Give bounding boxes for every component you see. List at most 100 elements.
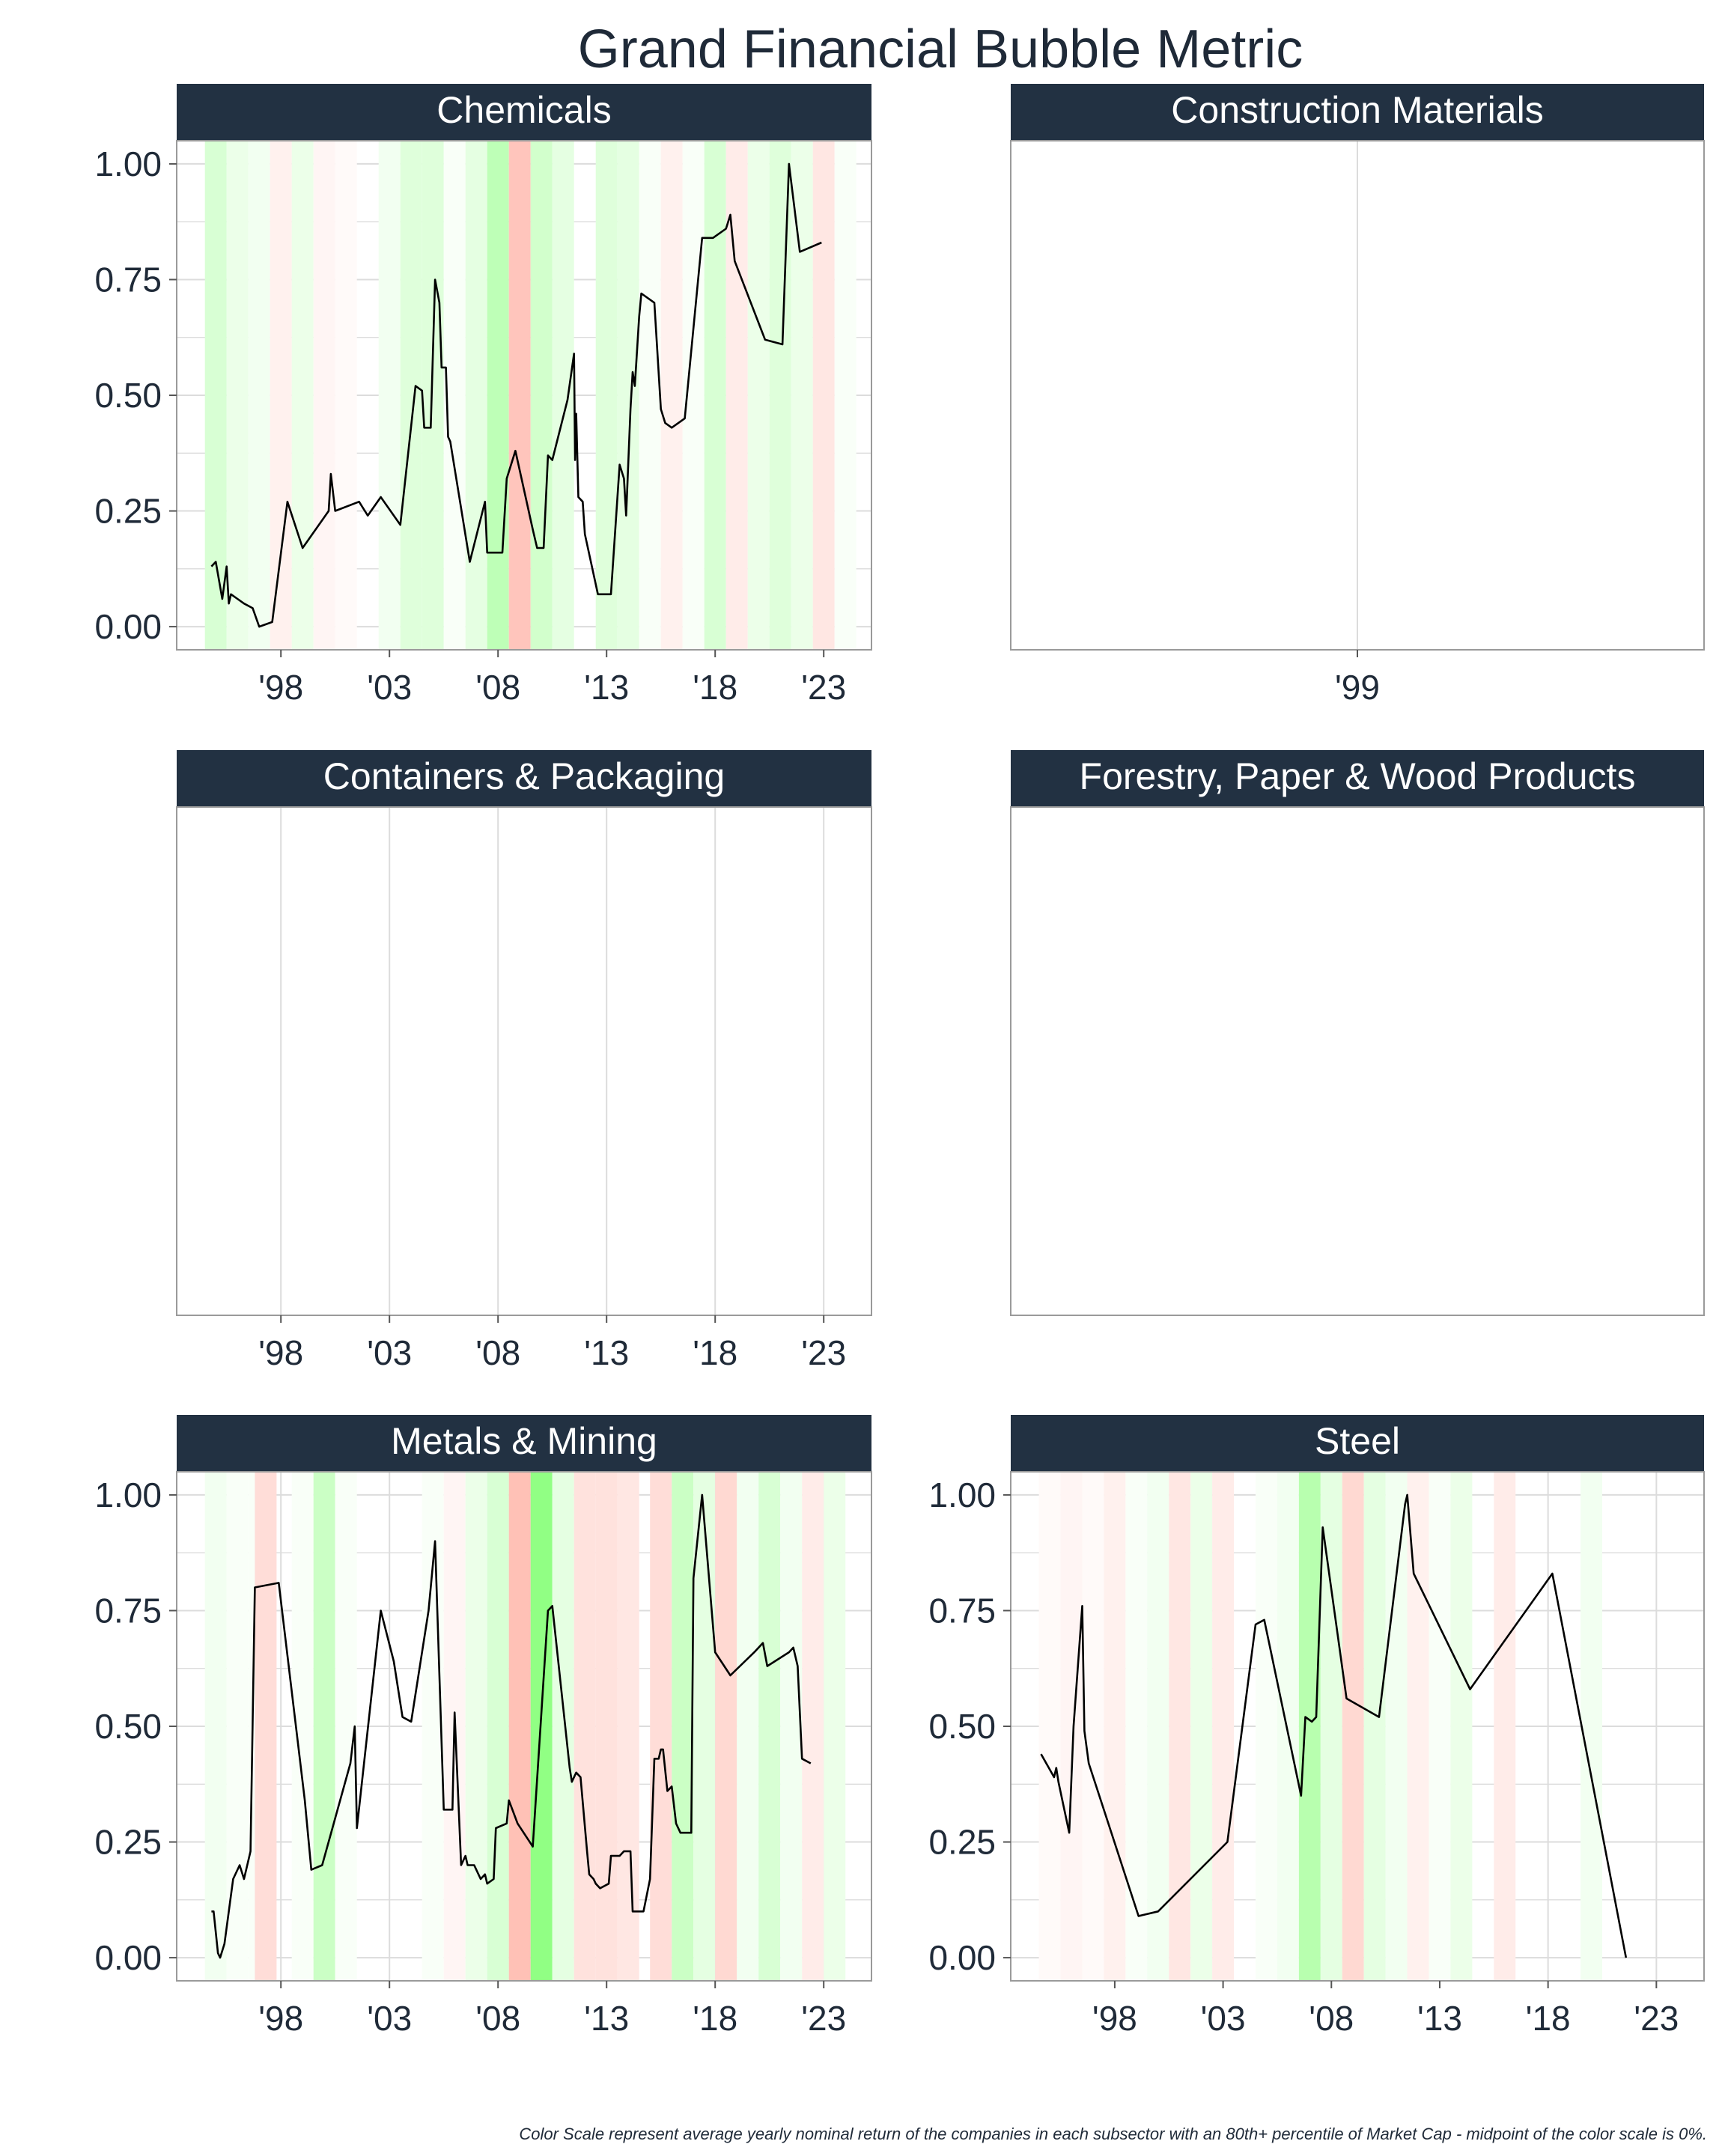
return-band xyxy=(639,141,661,650)
x-tick-label: '23 xyxy=(1634,1999,1679,2038)
return-band xyxy=(552,141,574,650)
x-tick-label: '98 xyxy=(1092,1999,1137,2038)
x-tick-label: '18 xyxy=(693,1333,737,1372)
panel-title: Steel xyxy=(1315,1420,1400,1462)
return-band xyxy=(1212,1472,1235,1981)
x-tick-label: '98 xyxy=(258,1333,303,1372)
return-band xyxy=(1125,1472,1148,1981)
y-tick-label: 0.75 xyxy=(94,260,162,299)
panel-header xyxy=(1011,1415,1704,1472)
panel-title: Containers & Packaging xyxy=(323,755,725,797)
x-tick-label: '18 xyxy=(693,1999,737,2038)
return-band xyxy=(1082,1472,1104,1981)
return-band xyxy=(487,141,509,650)
x-tick-label: '23 xyxy=(801,1999,846,2038)
return-band xyxy=(791,141,813,650)
x-tick-label: '98 xyxy=(258,668,303,707)
y-tick-label: 0.00 xyxy=(928,1938,996,1977)
figure-title: Grand Financial Bubble Metric xyxy=(578,19,1303,79)
panel-4: Forestry, Paper & Wood Products xyxy=(1010,750,1705,1316)
return-band xyxy=(487,1472,509,1981)
return-band xyxy=(737,1472,759,1981)
return-band xyxy=(1147,1472,1169,1981)
return-band xyxy=(650,1472,672,1981)
return-band xyxy=(291,141,314,650)
return-band xyxy=(595,1472,618,1981)
return-band xyxy=(422,141,444,650)
return-band xyxy=(672,1472,694,1981)
return-band xyxy=(1494,1472,1516,1981)
return-band xyxy=(780,1472,803,1981)
return-band xyxy=(1581,1472,1602,1981)
x-tick-label: '08 xyxy=(475,1333,520,1372)
x-tick-label: '13 xyxy=(584,1333,629,1372)
return-band xyxy=(617,1472,639,1981)
return-band xyxy=(802,1472,824,1981)
x-tick-label: '23 xyxy=(801,668,846,707)
return-band xyxy=(660,141,683,650)
return-band xyxy=(465,1472,487,1981)
x-tick-label: '03 xyxy=(367,668,412,707)
x-tick-label: '18 xyxy=(693,668,737,707)
x-tick-label: '03 xyxy=(367,1999,412,2038)
bubble-metric-line xyxy=(1040,1493,1628,1958)
return-band xyxy=(378,141,401,650)
return-band xyxy=(335,1472,357,1981)
panel-title: Chemicals xyxy=(436,89,611,131)
return-band xyxy=(715,1472,737,1981)
bubble-metric-line xyxy=(211,1493,812,1959)
figure-caption: Color Scale represent average yearly nom… xyxy=(519,2125,1707,2143)
return-band xyxy=(552,1472,574,1981)
return-band xyxy=(1450,1472,1473,1981)
return-band xyxy=(204,141,227,650)
return-band xyxy=(758,1472,781,1981)
return-band xyxy=(1342,1472,1364,1981)
x-tick-label: '08 xyxy=(475,668,520,707)
return-band xyxy=(248,141,270,650)
panel-header xyxy=(177,84,871,141)
return-band xyxy=(400,141,422,650)
return-band xyxy=(834,141,857,650)
panel-1: Chemicals 0.00 0.25 0.50 0.75 1.00 '98 '03 '08 '1… xyxy=(94,84,872,707)
return-band xyxy=(1104,1472,1126,1981)
return-band xyxy=(313,1472,335,1981)
x-tick-label: '13 xyxy=(584,668,629,707)
x-tick-label: '03 xyxy=(367,1333,412,1372)
return-band xyxy=(704,141,726,650)
x-tick-label: '08 xyxy=(475,1999,520,2038)
return-band xyxy=(1320,1472,1342,1981)
y-tick-label: 0.25 xyxy=(928,1823,996,1862)
return-band xyxy=(1277,1472,1299,1981)
return-band xyxy=(574,1472,596,1981)
y-tick-label: 0.50 xyxy=(94,376,162,415)
return-band xyxy=(1429,1472,1451,1981)
bubble-metric-line xyxy=(210,162,822,628)
return-band xyxy=(226,141,249,650)
y-tick-label: 1.00 xyxy=(94,1476,162,1514)
return-band xyxy=(617,141,639,650)
return-band xyxy=(1298,1472,1321,1981)
x-tick-label: '98 xyxy=(258,1999,303,2038)
x-tick-label: '13 xyxy=(1417,1999,1462,2038)
panel-header xyxy=(177,1415,871,1472)
y-tick-label: 0.25 xyxy=(94,492,162,531)
y-tick-label: 0.25 xyxy=(94,1823,162,1862)
return-band xyxy=(1363,1472,1386,1981)
panel-border xyxy=(1010,806,1705,1316)
x-tick-label: '99 xyxy=(1335,668,1380,707)
return-band xyxy=(530,141,553,650)
panel-title: Metals & Mining xyxy=(391,1420,657,1462)
return-band xyxy=(1060,1472,1083,1981)
x-tick-label: '08 xyxy=(1309,1999,1354,2038)
return-band xyxy=(204,1472,227,1981)
y-tick-label: 0.75 xyxy=(94,1591,162,1630)
y-tick-label: 1.00 xyxy=(94,144,162,183)
panels: Chemicals 0.00 0.25 0.50 0.75 1.00 '98 '03 '08 '1… xyxy=(94,84,1705,2038)
return-band xyxy=(335,141,357,650)
return-band xyxy=(1038,1472,1061,1981)
return-band xyxy=(1190,1472,1213,1981)
panel-2: Construction Materials '99 xyxy=(1010,84,1705,707)
x-tick-label: '13 xyxy=(584,1999,629,2038)
panel-header xyxy=(1011,84,1704,141)
